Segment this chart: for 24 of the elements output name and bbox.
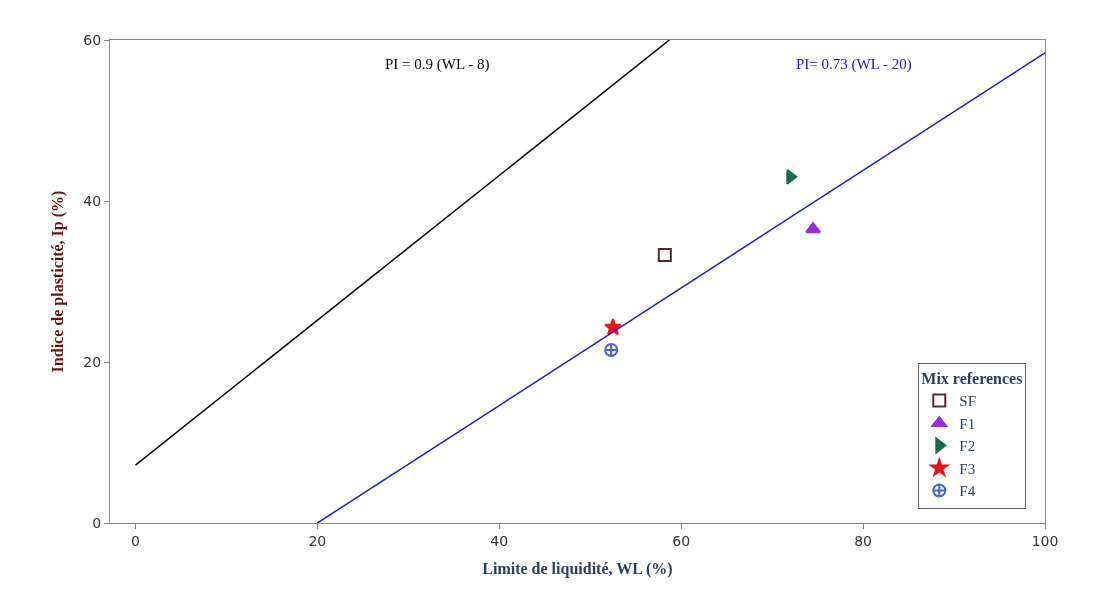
x-tick-label: 100 <box>1031 532 1059 549</box>
x-tick-label: 60 <box>672 532 691 549</box>
legend-label: F2 <box>959 438 976 455</box>
annotation: PI = 0.9 (WL - 8) <box>385 56 490 73</box>
legend-label: SF <box>959 393 976 410</box>
point <box>786 168 798 185</box>
x-tick-label: 80 <box>854 532 872 549</box>
x-tick-label: 20 <box>308 532 327 549</box>
point <box>657 247 672 262</box>
point <box>805 222 821 234</box>
legend-label: F1 <box>959 415 976 432</box>
legend-label: F3 <box>959 460 976 477</box>
y-tick-label: 20 <box>83 353 102 370</box>
x-axis-title: Limite de liquidité, WL (%) <box>482 560 673 579</box>
legend-title: Mix references <box>921 370 1023 388</box>
y-tick-label: 40 <box>83 192 102 209</box>
annotation: PI= 0.73 (WL - 20) <box>796 56 912 73</box>
legend-label: F4 <box>959 483 976 500</box>
y-tick-label: 60 <box>83 31 102 48</box>
y-axis-title: Indice de plasticité, Ip (%) <box>49 190 68 373</box>
x-tick-label: 0 <box>131 532 140 549</box>
y-tick-label: 0 <box>92 514 102 531</box>
point <box>604 342 619 357</box>
x-tick-label: 40 <box>490 532 509 549</box>
